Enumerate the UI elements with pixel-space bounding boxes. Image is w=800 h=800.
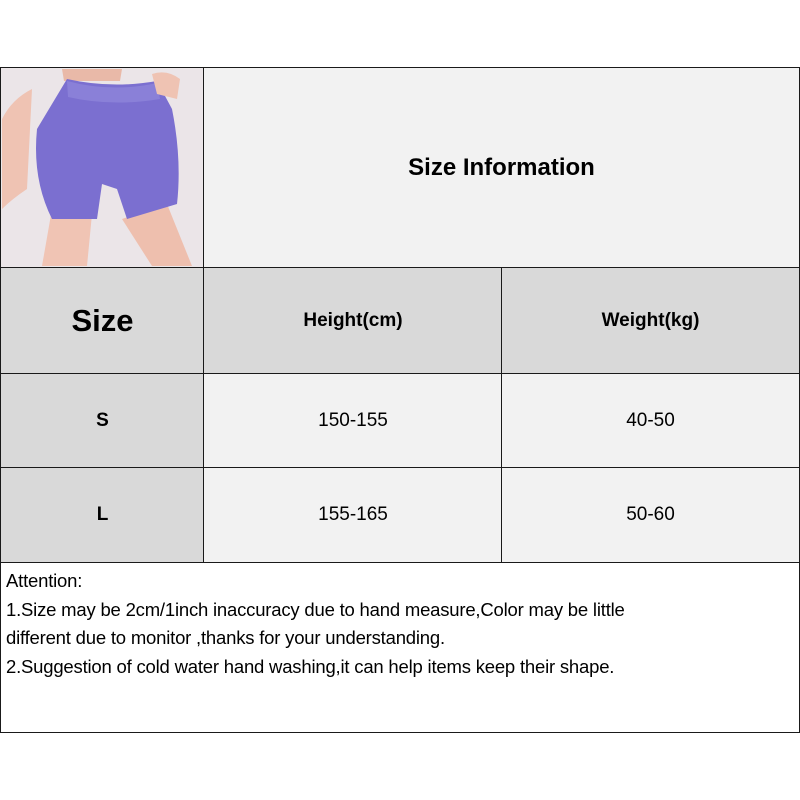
row-s-height: 150-155 (203, 373, 503, 469)
header-size: Size (0, 267, 205, 375)
row-s-weight: 40-50 (501, 373, 800, 469)
page-title: Size Information (203, 67, 800, 269)
note-line: different due to monitor ,thanks for you… (6, 627, 445, 648)
note-heading: Attention: (6, 570, 83, 591)
note-line: 2.Suggestion of cold water hand washing,… (6, 655, 615, 677)
row-s-size: S (0, 373, 205, 469)
row-l-size: L (0, 467, 205, 563)
note-line: 1.Size may be 2cm/1inch inaccuracy due t… (6, 598, 625, 620)
header-weight: Weight(kg) (501, 267, 800, 375)
header-height: Height(cm) (203, 267, 503, 375)
product-image (2, 69, 202, 266)
attention-note: Attention: 1.Size may be 2cm/1inch inacc… (0, 562, 800, 733)
row-l-height: 155-165 (203, 467, 503, 563)
row-l-weight: 50-60 (501, 467, 800, 563)
